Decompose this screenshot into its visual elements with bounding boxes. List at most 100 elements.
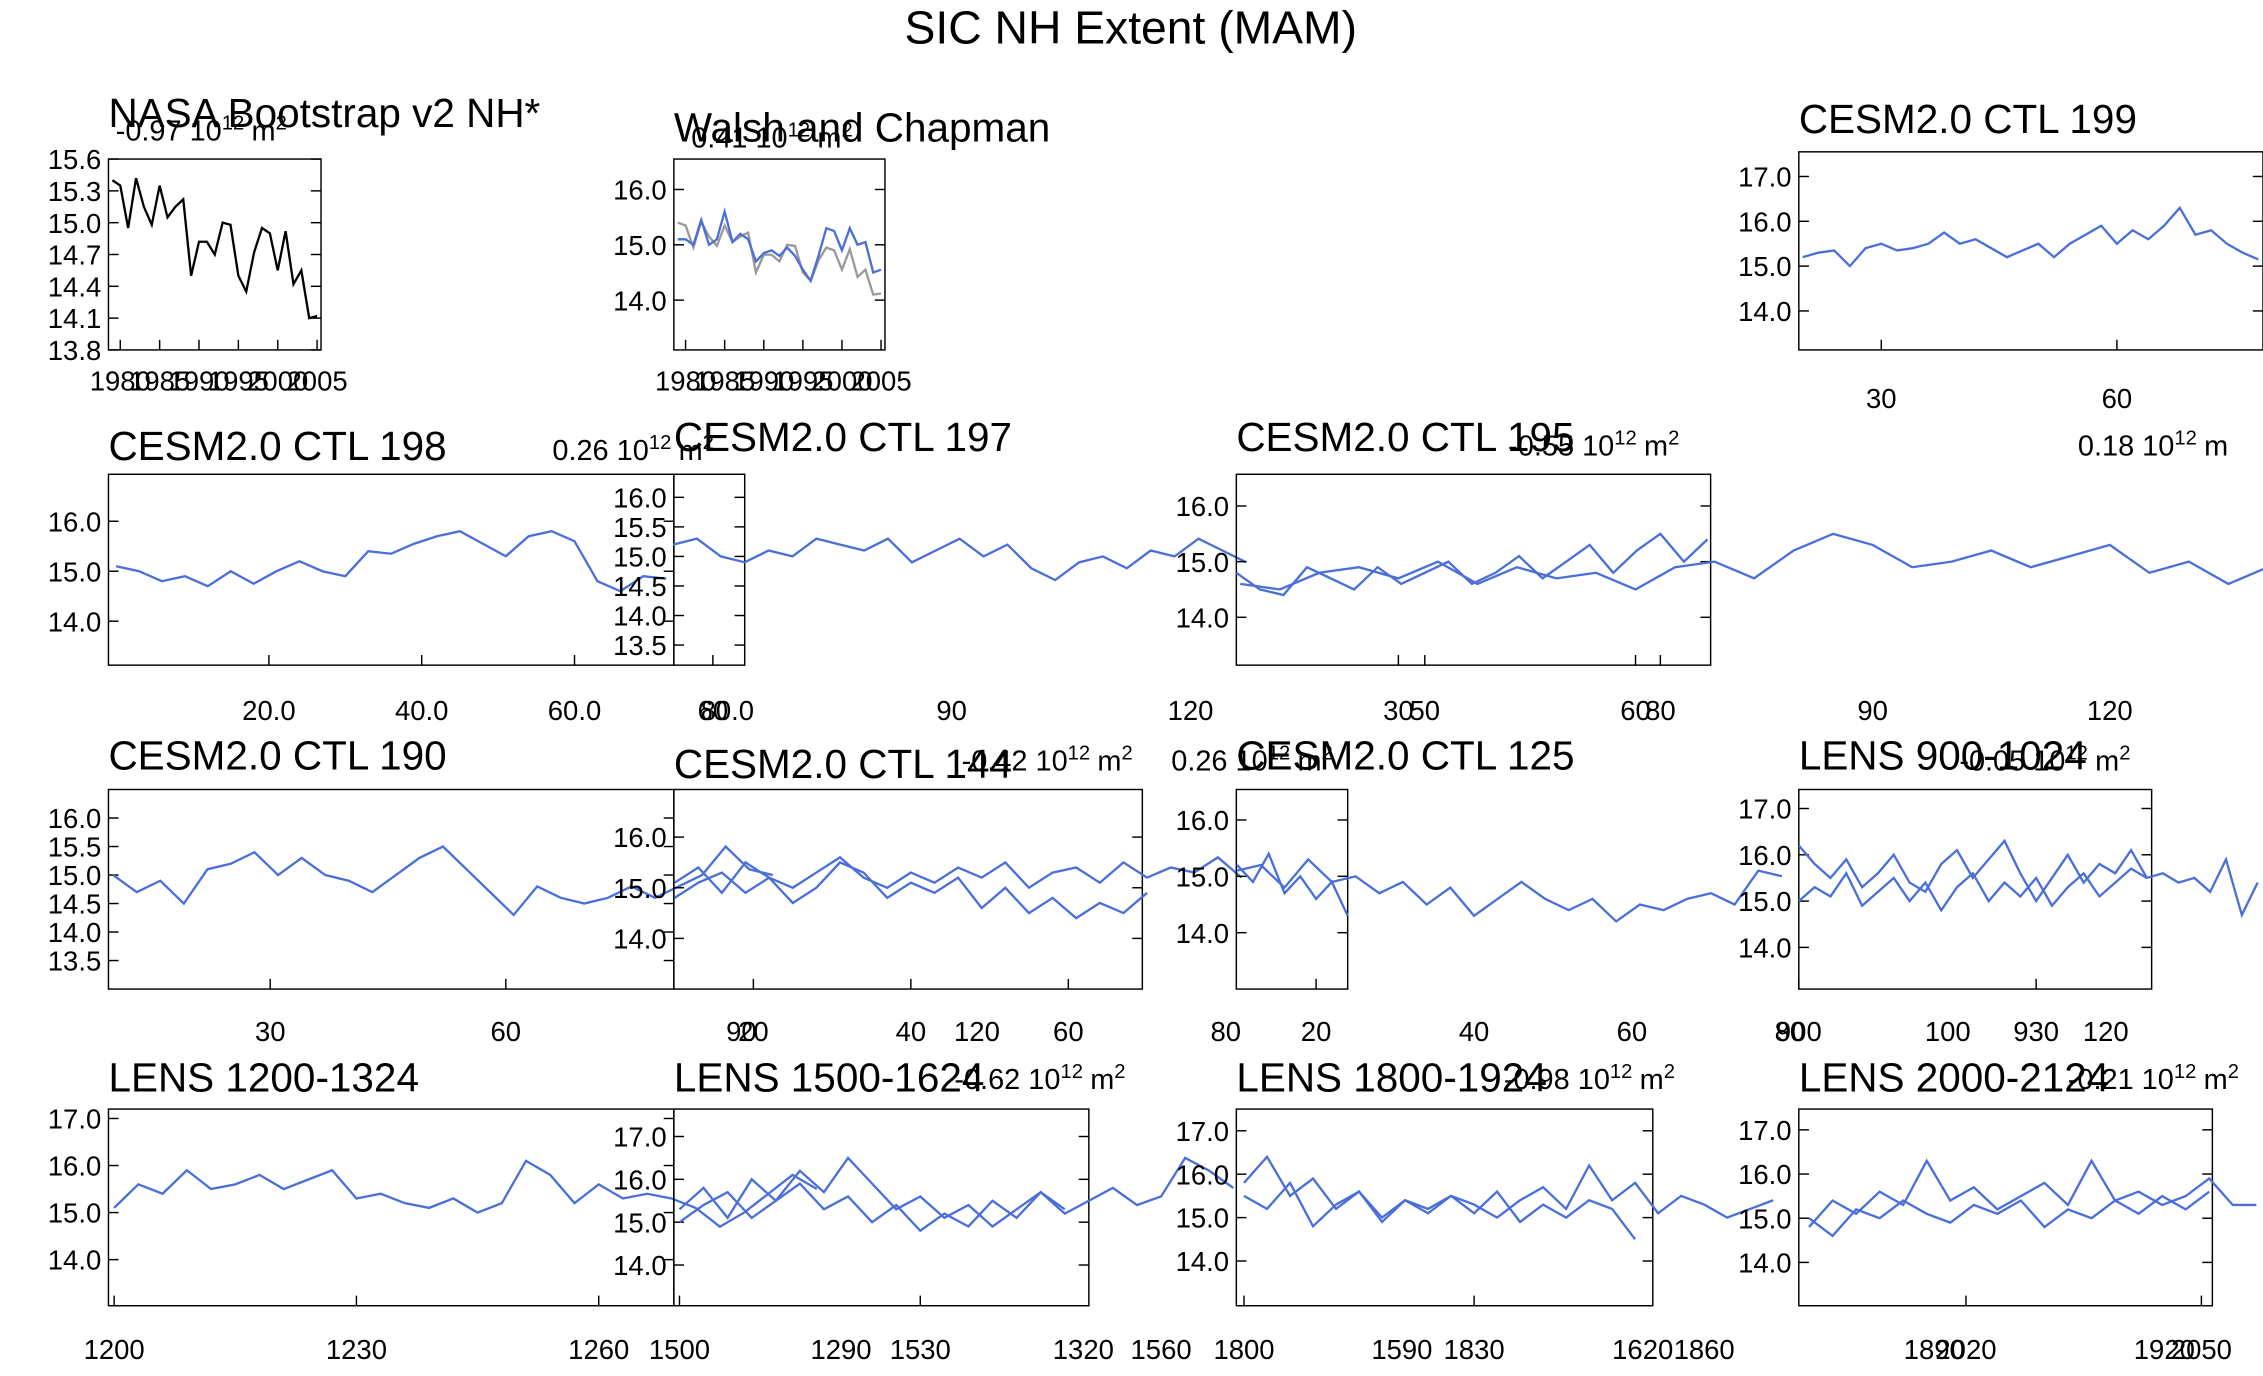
x-tick-label: 1590 xyxy=(1371,1334,1432,1365)
plot-frame xyxy=(1235,473,1712,666)
x-tick-label: 60 xyxy=(2102,383,2133,414)
y-tick-label: 15.0 xyxy=(1176,861,1229,892)
superscript: 2 xyxy=(1122,743,1133,765)
x-tick-label: 20 xyxy=(1301,1016,1332,1047)
annotation-text: 0.26 10 xyxy=(552,435,648,467)
series-line xyxy=(1798,867,2148,913)
series-line xyxy=(678,1156,1234,1228)
superscript: 2 xyxy=(2119,743,2130,765)
superscript: 12 xyxy=(2065,743,2088,765)
y-tick-label: 14.0 xyxy=(48,917,101,948)
y-tick-label: 16.0 xyxy=(1176,805,1229,836)
x-tick-label: 120 xyxy=(954,1016,1000,1047)
y-tick-label: 16.0 xyxy=(1738,206,1791,237)
annotation-text: m xyxy=(2204,1064,2228,1096)
x-tick-label: 1980 xyxy=(655,365,716,396)
panel-title: CESM2.0 CTL 190 xyxy=(108,732,446,778)
annotation-text: m xyxy=(252,115,276,147)
plot-frame xyxy=(1235,788,1349,990)
plot-frame xyxy=(1798,1108,2214,1307)
panel-title: LENS 900-1024 xyxy=(1799,732,2087,778)
superscript: 12 xyxy=(1068,743,1091,765)
superscript: 2 xyxy=(841,119,852,141)
x-tick-label: 1320 xyxy=(1053,1334,1114,1365)
y-tick-label: 16.0 xyxy=(613,1164,666,1195)
y-tick-label: 16.0 xyxy=(1738,1159,1791,1190)
panel-title: LENS 2000-2124 xyxy=(1799,1055,2109,1101)
y-tick-label: 16.0 xyxy=(1176,1159,1229,1190)
x-tick-label: 1230 xyxy=(326,1334,387,1365)
annotation-text: m xyxy=(817,122,841,154)
series-line xyxy=(674,861,1148,920)
y-tick-label: 16.0 xyxy=(48,506,101,537)
x-tick-label: 40.0 xyxy=(395,695,448,726)
superscript: 2 xyxy=(1664,1061,1675,1083)
series-line xyxy=(1808,1190,2210,1238)
x-tick-label: 2000 xyxy=(811,365,872,396)
annotation-text: -0.62 10 xyxy=(954,1064,1060,1096)
series-line xyxy=(1243,1180,1637,1241)
y-tick-label: 14.5 xyxy=(48,889,101,920)
y-tick-label: 15.0 xyxy=(613,1207,666,1238)
y-tick-label: 14.0 xyxy=(1738,1248,1791,1279)
x-tick-label: 1800 xyxy=(1213,1334,1274,1365)
annotation-text: -0.97 10 xyxy=(116,115,222,147)
superscript: 12 xyxy=(222,112,245,134)
x-tick-label: 1860 xyxy=(1674,1334,1735,1365)
x-tick-label: 1530 xyxy=(890,1334,951,1365)
x-tick-label: 20.0 xyxy=(242,695,295,726)
series-line xyxy=(677,207,882,284)
trend-annotation: -0.05 1012 m2 xyxy=(1959,743,2130,778)
y-tick-label: 14.0 xyxy=(613,924,666,955)
x-tick-label: 1985 xyxy=(694,365,755,396)
x-tick-label: 60 xyxy=(1620,695,1651,726)
y-tick-label: 17.0 xyxy=(1738,1115,1791,1146)
superscript: 2 xyxy=(703,432,714,454)
annotation-text: m xyxy=(1097,746,1121,778)
annotation-text: m xyxy=(1640,1064,1664,1096)
panel-title: LENS 1500-1624 xyxy=(674,1055,984,1101)
y-tick-label: 15.3 xyxy=(48,176,101,207)
y-tick-label: 14.0 xyxy=(1176,602,1229,633)
x-tick-label: 80 xyxy=(1211,1016,1242,1047)
superscript: 12 xyxy=(2174,1061,2197,1083)
x-tick-label: 90 xyxy=(726,1016,757,1047)
annotation-text: m xyxy=(679,435,703,467)
plot-frame xyxy=(1798,151,2263,351)
y-tick-label: 16.0 xyxy=(48,803,101,834)
superscript: 12 xyxy=(649,432,672,454)
trend-annotation: -0.42 1012 m2 xyxy=(962,743,1133,778)
x-tick-label: 1990 xyxy=(733,365,794,396)
y-tick-label: 16.0 xyxy=(48,1151,101,1182)
y-tick-label: 15.0 xyxy=(48,1198,101,1229)
annotation-text: m xyxy=(2204,430,2228,462)
y-tick-label: 16.0 xyxy=(1738,840,1791,871)
panel-title: CESM2.0 CTL 197 xyxy=(674,414,1012,460)
x-tick-label: 1990 xyxy=(168,365,229,396)
x-tick-label: 1985 xyxy=(129,365,190,396)
trend-annotation: 0.18 1012 m xyxy=(2078,427,2228,462)
y-tick-label: 14.0 xyxy=(613,1250,666,1281)
x-tick-label: 1995 xyxy=(772,365,833,396)
annotation-text: m xyxy=(1090,1064,1114,1096)
series-line xyxy=(1236,851,1349,917)
x-tick-label: 30 xyxy=(1383,695,1414,726)
x-tick-label: 1995 xyxy=(208,365,269,396)
superscript: 2 xyxy=(1668,427,1679,449)
superscript: 2 xyxy=(276,112,287,134)
y-tick-label: 14.0 xyxy=(1738,933,1791,964)
x-tick-label: 120 xyxy=(1168,695,1214,726)
panel-title: LENS 1200-1324 xyxy=(108,1055,419,1101)
superscript: 12 xyxy=(1610,1061,1633,1083)
y-tick-label: 14.4 xyxy=(48,271,101,302)
trend-annotation: -0.21 1012 m2 xyxy=(2068,1061,2239,1096)
x-tick-label: 120 xyxy=(2087,695,2133,726)
x-tick-label: 1560 xyxy=(1131,1334,1192,1365)
series-line xyxy=(674,855,1243,895)
series-line xyxy=(672,537,1247,582)
plot-frame xyxy=(673,158,886,351)
x-tick-label: 2005 xyxy=(850,365,911,396)
y-tick-label: 15.0 xyxy=(48,860,101,891)
series-line xyxy=(1235,532,1709,597)
plot-frame xyxy=(1798,788,2153,990)
